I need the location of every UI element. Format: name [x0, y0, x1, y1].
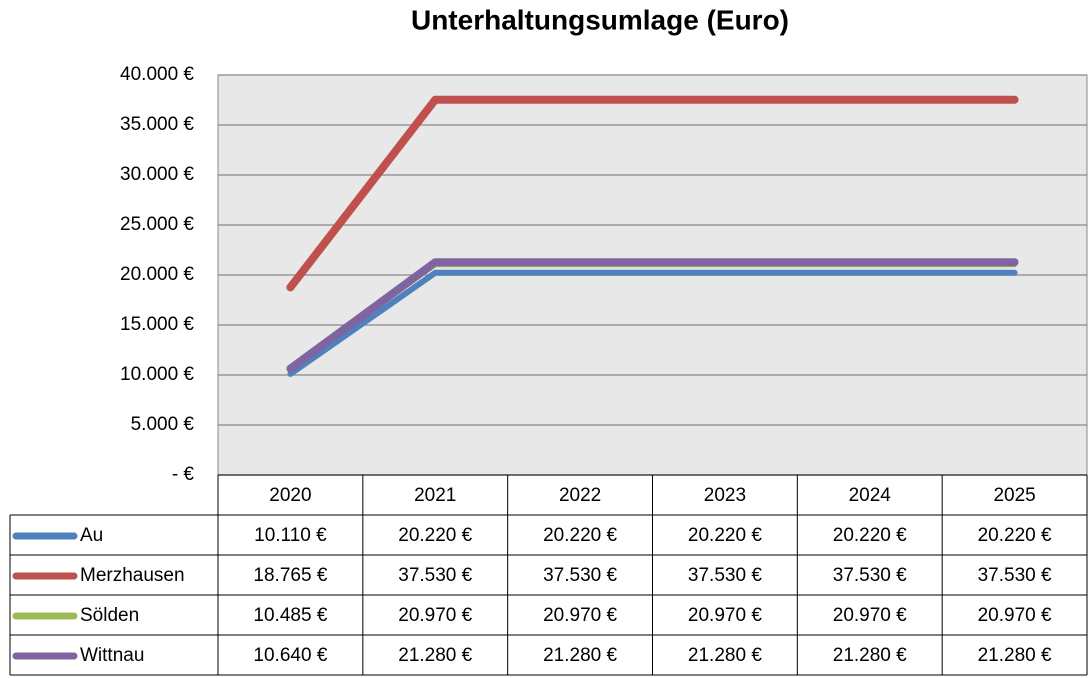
table-value: 21.280 € [543, 645, 617, 666]
series-line [287, 269, 1018, 377]
table-value: 21.280 € [398, 645, 472, 666]
y-tick-label: 15.000 € [120, 314, 194, 335]
y-tick-label: 30.000 € [120, 164, 194, 185]
table-value: 20.220 € [688, 525, 762, 546]
legend-label: Wittnau [80, 645, 144, 666]
x-tick-label: 2023 [704, 485, 746, 506]
series-line [286, 258, 1019, 373]
table-value: 21.280 € [978, 645, 1052, 666]
y-tick-label: - € [172, 464, 195, 485]
x-tick-label: 2021 [414, 485, 456, 506]
y-tick-label: 5.000 € [131, 414, 195, 435]
y-tick-label: 20.000 € [120, 264, 194, 285]
table-value: 21.280 € [833, 645, 907, 666]
table-value: 20.970 € [688, 605, 762, 626]
x-tick-label: 2020 [269, 485, 311, 506]
table-value: 37.530 € [688, 565, 762, 586]
legend-label: Sölden [80, 605, 139, 626]
y-tick-label: 10.000 € [120, 364, 194, 385]
series-line [286, 95, 1019, 292]
table-value: 20.970 € [978, 605, 1052, 626]
table-value: 10.640 € [253, 645, 327, 666]
legend-label: Merzhausen [80, 565, 185, 586]
table-value: 20.220 € [398, 525, 472, 546]
table-value: 20.220 € [543, 525, 617, 546]
table-value: 20.220 € [978, 525, 1052, 546]
y-tick-label: 25.000 € [120, 214, 194, 235]
table-value: 37.530 € [398, 565, 472, 586]
table-value: 37.530 € [833, 565, 907, 586]
table-value: 20.970 € [833, 605, 907, 626]
table-value: 20.970 € [398, 605, 472, 626]
table-value: 20.220 € [833, 525, 907, 546]
table-value: 10.485 € [253, 605, 327, 626]
table-value: 37.530 € [978, 565, 1052, 586]
y-tick-label: 35.000 € [120, 114, 194, 135]
y-tick-label: 40.000 € [120, 64, 194, 85]
x-tick-label: 2025 [993, 485, 1035, 506]
table-value: 37.530 € [543, 565, 617, 586]
table-value: 21.280 € [688, 645, 762, 666]
table-value: 10.110 € [254, 525, 327, 546]
x-tick-label: 2022 [559, 485, 601, 506]
table-value: 18.765 € [253, 565, 327, 586]
x-tick-label: 2024 [849, 485, 892, 506]
table-value: 20.970 € [543, 605, 617, 626]
legend-label: Au [80, 525, 103, 546]
chart-title: Unterhaltungsumlage (Euro) [411, 4, 789, 35]
